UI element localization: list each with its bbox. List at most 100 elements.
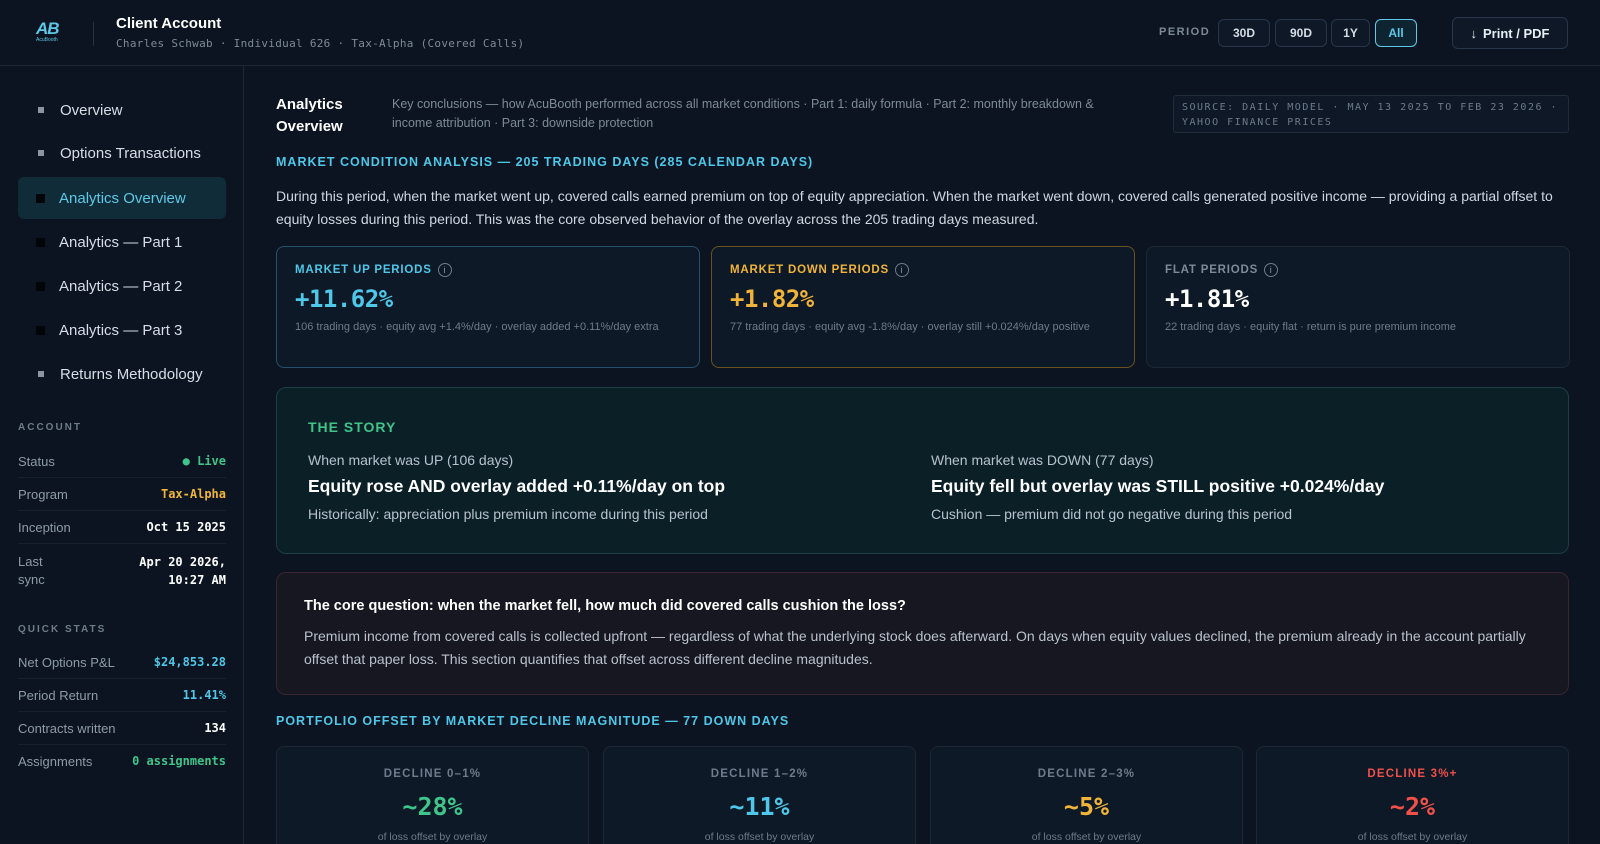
info-icon[interactable]: i <box>894 263 909 277</box>
bullet-icon <box>36 237 45 247</box>
program-value: Tax-Alpha <box>160 487 226 501</box>
bullet-icon <box>36 193 45 203</box>
market-condition-heading: MARKET CONDITION ANALYSIS — 205 TRADING … <box>276 155 814 169</box>
period-label: PERIOD <box>1159 26 1211 38</box>
header-divider <box>93 22 94 46</box>
sidebar-item-label: Analytics Overview <box>59 189 186 207</box>
contracts-key: Contracts written <box>18 721 116 736</box>
source-note: SOURCE: DAILY MODEL · MAY 13 2025 TO FEB… <box>1173 95 1569 133</box>
inception-key: Inception <box>18 520 71 535</box>
contracts-value: 134 <box>204 721 226 735</box>
decline-note: of loss offset by overlay <box>1357 831 1468 843</box>
market-down-card: MARKET DOWN PERIODS i +1.82% 77 trading d… <box>711 246 1135 368</box>
contracts-written-row: Contracts written 134 <box>18 721 226 745</box>
core-question-panel: The core question: when the market fell,… <box>276 572 1569 695</box>
sidebar-item-options-transactions[interactable]: Options Transactions <box>18 132 226 174</box>
market-up-card: MARKET UP PERIODS i +11.62% 106 trading d… <box>276 246 700 368</box>
decline-card-3-plus: DECLINE 3%+ ~2% of loss offset by overla… <box>1256 746 1569 844</box>
card-value: +1.81% <box>1165 285 1249 313</box>
bullet-icon <box>38 107 44 113</box>
inception-value: Oct 15 2025 <box>146 520 226 534</box>
sidebar-item-label: Analytics — Part 3 <box>59 321 183 339</box>
page-title: Analytics Overview <box>276 96 343 135</box>
story-caption: When market was UP (106 days) <box>308 452 514 468</box>
decline-note: of loss offset by overlay <box>704 831 815 843</box>
account-section-label: ACCOUNT <box>18 422 82 433</box>
period-90d-button[interactable]: 90D <box>1275 19 1327 47</box>
period-all-button[interactable]: All <box>1375 19 1417 47</box>
last-sync-row: Last sync Apr 20 2026, 10:27 AM <box>18 553 226 597</box>
top-header: AB AcuBooth Client Account Charles Schwa… <box>0 0 1600 66</box>
sidebar-item-label: Analytics — Part 1 <box>59 233 183 251</box>
sidebar-item-label: Overview <box>60 101 123 119</box>
sidebar-item-overview[interactable]: Overview <box>18 89 226 131</box>
status-badge: ● Live <box>182 454 226 468</box>
info-icon[interactable]: i <box>437 263 452 277</box>
bullet-icon <box>36 325 45 335</box>
bullet-icon <box>38 150 44 156</box>
period-30d-button[interactable]: 30D <box>1218 19 1270 47</box>
period-return-row: Period Return 11.41% <box>18 688 226 712</box>
story-panel: THE STORY When market was UP (106 days) … <box>276 387 1569 554</box>
print-pdf-button[interactable]: ↓ Print / PDF <box>1452 17 1568 49</box>
story-detail: Cushion — premium did not go negative du… <box>931 506 1293 522</box>
intro-paragraph: During this period, when the market went… <box>276 188 1553 227</box>
story-down-column: When market was DOWN (77 days) Equity fe… <box>931 452 1491 522</box>
decline-value: ~28% <box>402 792 463 821</box>
card-note: 77 trading days · equity avg -1.8%/day ·… <box>730 321 1090 333</box>
last-sync-key: Last sync <box>18 554 45 587</box>
bullet-icon <box>36 281 45 291</box>
sidebar-item-analytics-part-1[interactable]: Analytics — Part 1 <box>18 221 226 263</box>
flat-periods-card: FLAT PERIODS i +1.81% 22 trading days · e… <box>1146 246 1570 368</box>
print-label: Print / PDF <box>1483 25 1550 41</box>
portfolio-offset-heading: PORTFOLIO OFFSET BY MARKET DECLINE MAGNI… <box>276 714 790 728</box>
decline-value: ~5% <box>1063 792 1110 821</box>
sidebar-item-analytics-part-3[interactable]: Analytics — Part 3 <box>18 309 226 351</box>
page-heading: Client Account <box>116 15 222 32</box>
decline-card-0-1: DECLINE 0–1% ~28% of loss offset by over… <box>276 746 589 844</box>
period-return-key: Period Return <box>18 688 99 703</box>
program-row: Program Tax-Alpha <box>18 487 226 511</box>
info-icon[interactable]: i <box>1264 263 1279 277</box>
sidebar-item-label: Options Transactions <box>60 144 201 162</box>
card-note: 22 trading days · equity flat · return i… <box>1165 321 1457 333</box>
card-note: 106 trading days · equity avg +1.4%/day … <box>295 321 659 333</box>
inception-row: Inception Oct 15 2025 <box>18 520 226 544</box>
net-options-pnl-row: Net Options P&L $24,853.28 <box>18 655 226 679</box>
sidebar-item-returns-methodology[interactable]: Returns Methodology <box>18 353 226 395</box>
quick-stats-label: QUICK STATS <box>18 624 107 635</box>
card-value: +11.62% <box>295 285 393 313</box>
logo-mark: AB <box>36 19 60 38</box>
account-subtitle: Charles Schwab · Individual 626 · Tax-Al… <box>116 37 525 50</box>
period-return-value: 11.41% <box>182 688 226 702</box>
bullet-icon <box>38 371 44 377</box>
sidebar-item-label: Analytics — Part 2 <box>59 277 183 295</box>
core-question: The core question: when the market fell,… <box>304 598 906 614</box>
core-answer: Premium income from covered calls is col… <box>304 628 1526 667</box>
assignments-key: Assignments <box>18 754 93 769</box>
decline-card-2-3: DECLINE 2–3% ~5% of loss offset by overl… <box>930 746 1243 844</box>
story-caption: When market was DOWN (77 days) <box>931 452 1154 468</box>
decline-note: of loss offset by overlay <box>1031 831 1142 843</box>
page-description: Key conclusions — how AcuBooth performed… <box>392 97 1094 130</box>
status-key: Status <box>18 454 55 469</box>
decline-value: ~2% <box>1389 792 1436 821</box>
net-pnl-value: $24,853.28 <box>153 655 226 669</box>
card-label: MARKET UP PERIODS <box>295 264 432 276</box>
status-row: Status ● Live <box>18 454 226 478</box>
sidebar-item-analytics-overview[interactable]: Analytics Overview <box>18 177 226 219</box>
sidebar-item-analytics-part-2[interactable]: Analytics — Part 2 <box>18 265 226 307</box>
acubooth-logo[interactable]: AB AcuBooth <box>36 20 66 46</box>
card-label: MARKET DOWN PERIODS <box>730 264 889 276</box>
decline-label: DECLINE 1–2% <box>710 768 809 780</box>
story-title: THE STORY <box>308 419 397 435</box>
story-detail: Historically: appreciation plus premium … <box>308 506 708 522</box>
card-value: +1.82% <box>730 285 814 313</box>
decline-label: DECLINE 3%+ <box>1367 768 1458 780</box>
logo-wordmark: AcuBooth <box>36 37 58 43</box>
sidebar-item-label: Returns Methodology <box>60 365 203 383</box>
decline-label: DECLINE 2–3% <box>1037 768 1136 780</box>
decline-value: ~11% <box>729 792 790 821</box>
decline-note: of loss offset by overlay <box>377 831 488 843</box>
period-1y-button[interactable]: 1Y <box>1331 19 1370 47</box>
